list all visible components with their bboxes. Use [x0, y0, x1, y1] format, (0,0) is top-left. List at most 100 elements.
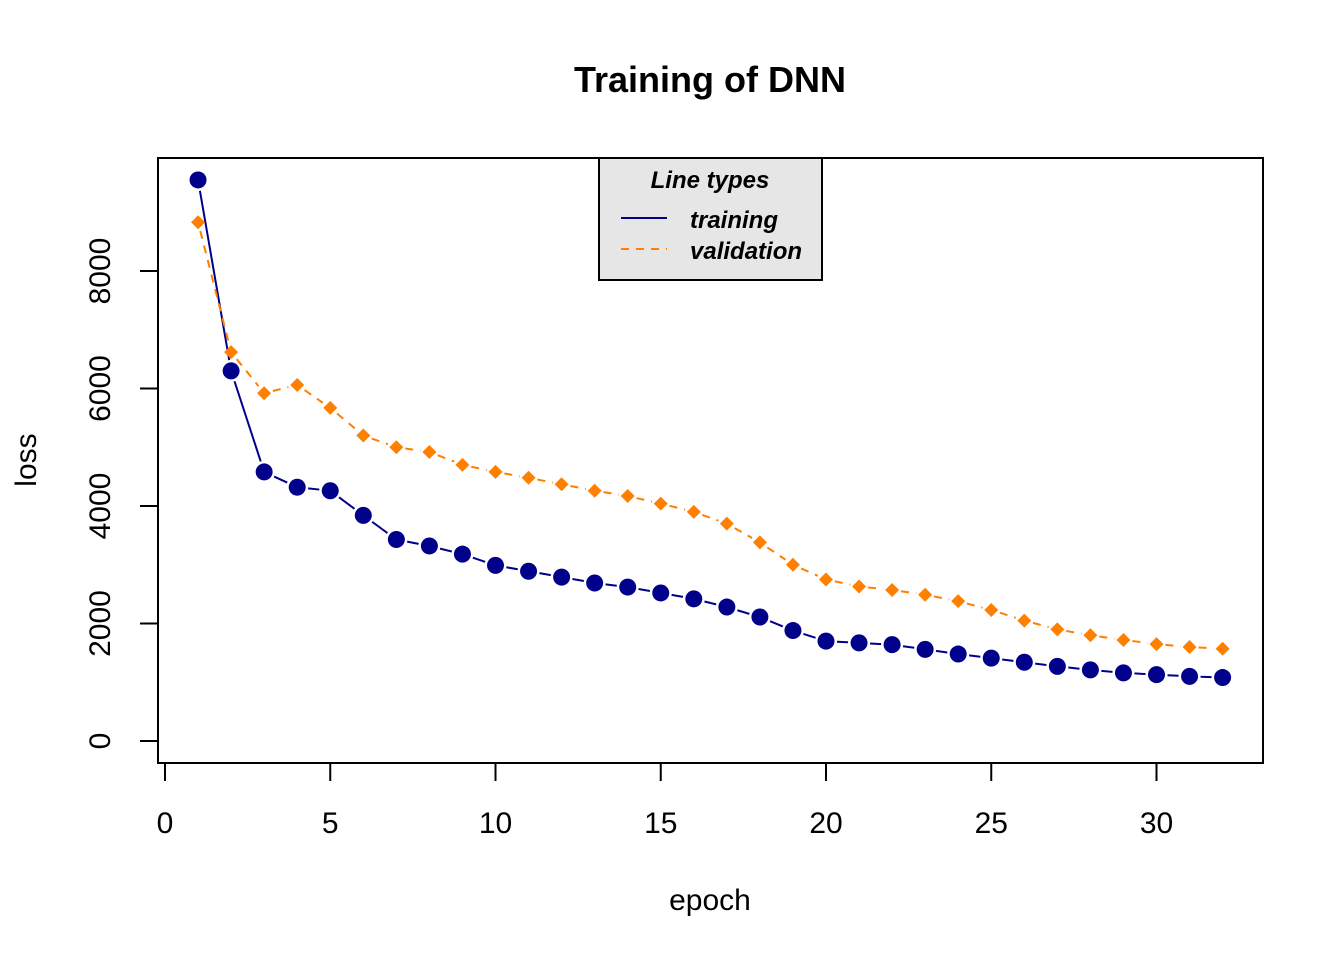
- training-point: [883, 636, 901, 654]
- y-tick-label: 6000: [84, 355, 117, 422]
- validation-point: [191, 215, 206, 230]
- validation-segment: [1198, 646, 1214, 650]
- y-tick-label: 8000: [84, 238, 117, 305]
- validation-segment: [603, 491, 619, 496]
- training-segment: [836, 640, 849, 644]
- validation-point: [819, 572, 833, 587]
- validation-point: [1050, 622, 1065, 637]
- training-point: [685, 590, 703, 608]
- training-point: [619, 578, 637, 596]
- x-axis-label: epoch: [669, 884, 751, 917]
- y-tick-label: 0: [84, 733, 117, 750]
- training-segment: [371, 521, 389, 534]
- training-segment: [671, 593, 684, 598]
- training-segment: [1167, 674, 1179, 677]
- training-point: [222, 362, 240, 380]
- training-point: [487, 556, 504, 574]
- series-training: [189, 171, 1232, 687]
- training-segment: [968, 654, 981, 658]
- validation-segment: [272, 386, 289, 392]
- training-point: [420, 537, 438, 555]
- x-tick-label: 15: [644, 807, 677, 840]
- validation-segment: [336, 412, 358, 431]
- training-point: [1114, 664, 1132, 682]
- y-axis: 0 2000 4000 6000 8000: [84, 238, 159, 750]
- training-point: [652, 584, 670, 602]
- validation-segment: [1066, 629, 1082, 635]
- validation-segment: [701, 513, 719, 522]
- training-point: [751, 608, 769, 626]
- validation-segment: [933, 595, 950, 601]
- training-segment: [638, 588, 651, 593]
- training-point: [189, 171, 207, 189]
- training-segment: [1035, 662, 1047, 667]
- legend-validation-label: validation: [690, 238, 802, 265]
- training-segment: [769, 620, 784, 628]
- validation-segment: [900, 590, 917, 595]
- training-segment: [506, 566, 518, 571]
- validation-point: [455, 457, 470, 472]
- validation-segment: [304, 389, 324, 404]
- training-point: [817, 632, 835, 650]
- training-point: [1015, 653, 1033, 671]
- training-point: [982, 649, 1000, 667]
- x-axis: 0 5 10 15 20 25 30: [157, 762, 1173, 840]
- validation-segment: [999, 611, 1017, 619]
- validation-point: [422, 444, 437, 459]
- y-tick-label: 4000: [84, 473, 117, 540]
- validation-segment: [199, 230, 230, 344]
- chart-title: Training of DNN: [574, 59, 846, 100]
- training-segment: [572, 578, 584, 583]
- validation-point: [1017, 613, 1032, 628]
- legend-title: Line types: [651, 167, 770, 194]
- training-point: [255, 463, 273, 481]
- training-point: [949, 645, 967, 663]
- validation-point: [785, 557, 800, 572]
- validation-point: [224, 345, 239, 360]
- validation-segment: [537, 478, 553, 484]
- validation-point: [1215, 641, 1230, 656]
- validation-point: [719, 516, 734, 531]
- training-point: [453, 545, 471, 563]
- training-segment: [605, 583, 617, 587]
- training-segment: [704, 600, 717, 606]
- training-segment: [902, 645, 915, 649]
- training-point: [1214, 669, 1232, 687]
- validation-point: [653, 496, 668, 511]
- validation-segment: [800, 567, 819, 577]
- validation-segment: [966, 602, 983, 609]
- training-point: [850, 634, 868, 652]
- validation-segment: [734, 527, 753, 539]
- training-segment: [472, 556, 486, 563]
- validation-point: [323, 400, 338, 415]
- validation-point: [389, 440, 404, 455]
- validation-point: [752, 535, 767, 550]
- validation-point: [554, 477, 569, 492]
- validation-point: [852, 579, 867, 594]
- validation-segment: [1165, 643, 1181, 648]
- training-segment: [308, 487, 320, 491]
- series-layer: [189, 171, 1232, 687]
- validation-point: [1083, 628, 1098, 643]
- training-point: [916, 640, 934, 658]
- x-tick-label: 20: [809, 807, 842, 840]
- validation-segment: [1032, 621, 1049, 629]
- training-segment: [273, 475, 288, 484]
- x-tick-label: 25: [975, 807, 1008, 840]
- validation-point: [521, 470, 536, 485]
- training-segment: [406, 540, 419, 545]
- x-tick-label: 30: [1140, 807, 1173, 840]
- training-point: [387, 530, 405, 548]
- training-point: [520, 562, 538, 580]
- training-point: [1148, 666, 1165, 684]
- validation-point: [951, 594, 966, 609]
- validation-point: [587, 483, 602, 498]
- validation-segment: [471, 465, 487, 472]
- validation-point: [686, 504, 701, 519]
- validation-segment: [437, 454, 455, 463]
- x-tick-label: 10: [479, 807, 512, 840]
- training-segment: [1101, 669, 1113, 673]
- x-tick-label: 5: [322, 807, 339, 840]
- training-segment: [539, 572, 551, 577]
